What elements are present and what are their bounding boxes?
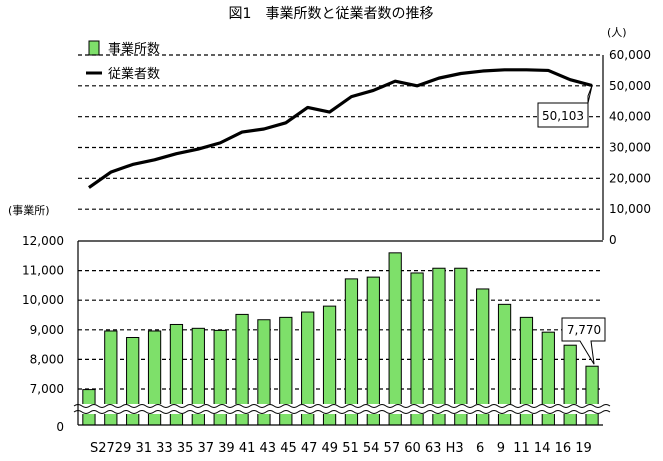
bar [410, 272, 424, 426]
left-axis-tick-label: 11,000 [22, 264, 64, 278]
left-axis-tick-label: 12,000 [22, 234, 64, 248]
chart-title: 図1 事業所数と従業者数の推移 [229, 6, 434, 22]
right-axis-tick-label: 60,000 [609, 48, 651, 62]
right-axis-tick-label: 30,000 [609, 141, 651, 155]
bar [454, 267, 468, 426]
bar [366, 276, 380, 426]
axis-break-band [74, 404, 607, 414]
callout-label: 50,103 [542, 109, 584, 123]
right-axis-tick-label: 10,000 [609, 202, 651, 216]
axis-break-wave [73, 410, 611, 414]
left-axis-zero-label: 0 [56, 420, 64, 434]
bar [432, 267, 446, 426]
callout-box [561, 317, 606, 365]
bar [585, 365, 599, 426]
callout-box [537, 85, 593, 128]
left-axis-tick-label: 9,000 [30, 323, 64, 337]
right-axis-tick-label: 20,000 [609, 171, 651, 185]
left-axis-tick-label: 8,000 [30, 352, 64, 366]
left-axis-tick-label: 10,000 [22, 293, 64, 307]
axis-break-wave [73, 404, 611, 408]
legend: 事業所数 従業者数 [86, 40, 160, 82]
left-axis-tick-label: 7,000 [30, 382, 64, 396]
right-axis-tick-label: 40,000 [609, 110, 651, 124]
right-axis-unit: (人) [607, 26, 627, 39]
legend-label-bar: 事業所数 [108, 41, 160, 57]
bar [344, 278, 359, 426]
right-axis-tick-label: 0 [609, 233, 617, 247]
legend-swatch-bar [88, 40, 100, 56]
legend-label-line: 従業者数 [108, 66, 160, 82]
x-axis-tick-labels: S2729 31 33 35 37 39 41 43 45 47 49 51 5… [90, 441, 592, 456]
callout-label: 7,770 [567, 323, 601, 337]
right-axis-tick-label: 50,000 [609, 79, 651, 93]
left-axis-unit: (事業所) [8, 204, 50, 217]
bar [388, 252, 402, 426]
employees-line [88, 68, 593, 189]
